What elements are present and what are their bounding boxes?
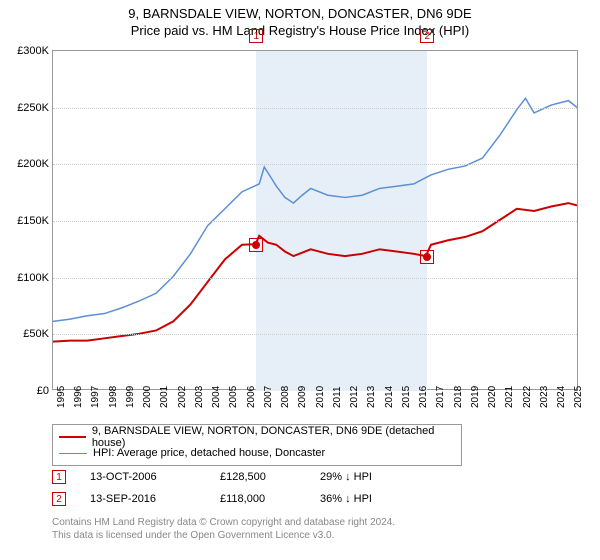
- legend-swatch-property: [59, 436, 86, 438]
- y-axis-tick: £150K: [1, 215, 49, 227]
- marker-label-box: 2: [420, 29, 434, 43]
- footer-line: Contains HM Land Registry data © Crown c…: [52, 516, 578, 529]
- chart-plot-area: £0£50K£100K£150K£200K£250K£300K199519961…: [52, 50, 578, 390]
- chart-svg: [53, 51, 577, 389]
- legend-row-property: 9, BARNSDALE VIEW, NORTON, DONCASTER, DN…: [59, 429, 455, 445]
- x-axis-tick: 2021: [504, 386, 515, 408]
- marker-dot-icon: [423, 253, 431, 261]
- series-property: [53, 203, 577, 342]
- x-axis-tick: 2007: [263, 386, 274, 408]
- y-axis-tick: £200K: [1, 158, 49, 170]
- y-axis-tick: £300K: [1, 45, 49, 57]
- x-axis-tick: 2022: [522, 386, 533, 408]
- transaction-table: 1 13-OCT-2006 £128,500 29% ↓ HPI 2 13-SE…: [52, 466, 578, 510]
- x-axis-tick: 2024: [556, 386, 567, 408]
- legend-label-property: 9, BARNSDALE VIEW, NORTON, DONCASTER, DN…: [92, 425, 455, 449]
- y-axis-tick: £0: [1, 385, 49, 397]
- x-axis-tick: 2000: [142, 386, 153, 408]
- marker-dot-icon: [252, 241, 260, 249]
- x-axis-tick: 2023: [539, 386, 550, 408]
- footer-line: This data is licensed under the Open Gov…: [52, 529, 578, 542]
- x-axis-tick: 2019: [470, 386, 481, 408]
- x-axis-tick: 2004: [211, 386, 222, 408]
- transaction-row: 1 13-OCT-2006 £128,500 29% ↓ HPI: [52, 466, 578, 488]
- x-axis-tick: 2012: [349, 386, 360, 408]
- x-axis-tick: 1996: [73, 386, 84, 408]
- gridline: [53, 164, 577, 165]
- y-axis-tick: £250K: [1, 102, 49, 114]
- gridline: [53, 334, 577, 335]
- gridline: [53, 221, 577, 222]
- marker-label-box: 1: [249, 29, 263, 43]
- title-sub: Price paid vs. HM Land Registry's House …: [0, 23, 600, 38]
- transaction-price: £118,000: [220, 493, 320, 505]
- title-main: 9, BARNSDALE VIEW, NORTON, DONCASTER, DN…: [0, 6, 600, 21]
- x-axis-tick: 2020: [487, 386, 498, 408]
- x-axis-tick: 2003: [194, 386, 205, 408]
- transaction-row: 2 13-SEP-2016 £118,000 36% ↓ HPI: [52, 488, 578, 510]
- transaction-date: 13-SEP-2016: [90, 493, 220, 505]
- x-axis-tick: 2016: [418, 386, 429, 408]
- x-axis-tick: 2009: [297, 386, 308, 408]
- title-block: 9, BARNSDALE VIEW, NORTON, DONCASTER, DN…: [0, 0, 600, 42]
- transaction-marker-icon: 2: [52, 492, 66, 506]
- x-axis-tick: 2006: [246, 386, 257, 408]
- legend-box: 9, BARNSDALE VIEW, NORTON, DONCASTER, DN…: [52, 424, 462, 466]
- chart-container: 9, BARNSDALE VIEW, NORTON, DONCASTER, DN…: [0, 0, 600, 560]
- legend-label-hpi: HPI: Average price, detached house, Donc…: [93, 447, 325, 459]
- x-axis-tick: 1997: [90, 386, 101, 408]
- y-axis-tick: £100K: [1, 272, 49, 284]
- y-axis-tick: £50K: [1, 328, 49, 340]
- x-axis-tick: 1995: [56, 386, 67, 408]
- x-axis-tick: 2010: [315, 386, 326, 408]
- gridline: [53, 278, 577, 279]
- series-hpi: [53, 98, 577, 321]
- x-axis-tick: 2013: [366, 386, 377, 408]
- transaction-diff: 29% ↓ HPI: [320, 471, 430, 483]
- x-axis-tick: 2015: [401, 386, 412, 408]
- transaction-diff: 36% ↓ HPI: [320, 493, 430, 505]
- x-axis-tick: 2001: [159, 386, 170, 408]
- x-axis-tick: 2011: [332, 386, 343, 408]
- x-axis-tick: 2008: [280, 386, 291, 408]
- transaction-marker-icon: 1: [52, 470, 66, 484]
- x-axis-tick: 1998: [108, 386, 119, 408]
- x-axis-tick: 2002: [177, 386, 188, 408]
- x-axis-tick: 2014: [384, 386, 395, 408]
- transaction-date: 13-OCT-2006: [90, 471, 220, 483]
- transaction-price: £128,500: [220, 471, 320, 483]
- x-axis-tick: 2017: [435, 386, 446, 408]
- legend-swatch-hpi: [59, 453, 87, 454]
- gridline: [53, 108, 577, 109]
- x-axis-tick: 2005: [228, 386, 239, 408]
- x-axis-tick: 1999: [125, 386, 136, 408]
- x-axis-tick: 2025: [573, 386, 584, 408]
- footer-attribution: Contains HM Land Registry data © Crown c…: [52, 516, 578, 542]
- x-axis-tick: 2018: [453, 386, 464, 408]
